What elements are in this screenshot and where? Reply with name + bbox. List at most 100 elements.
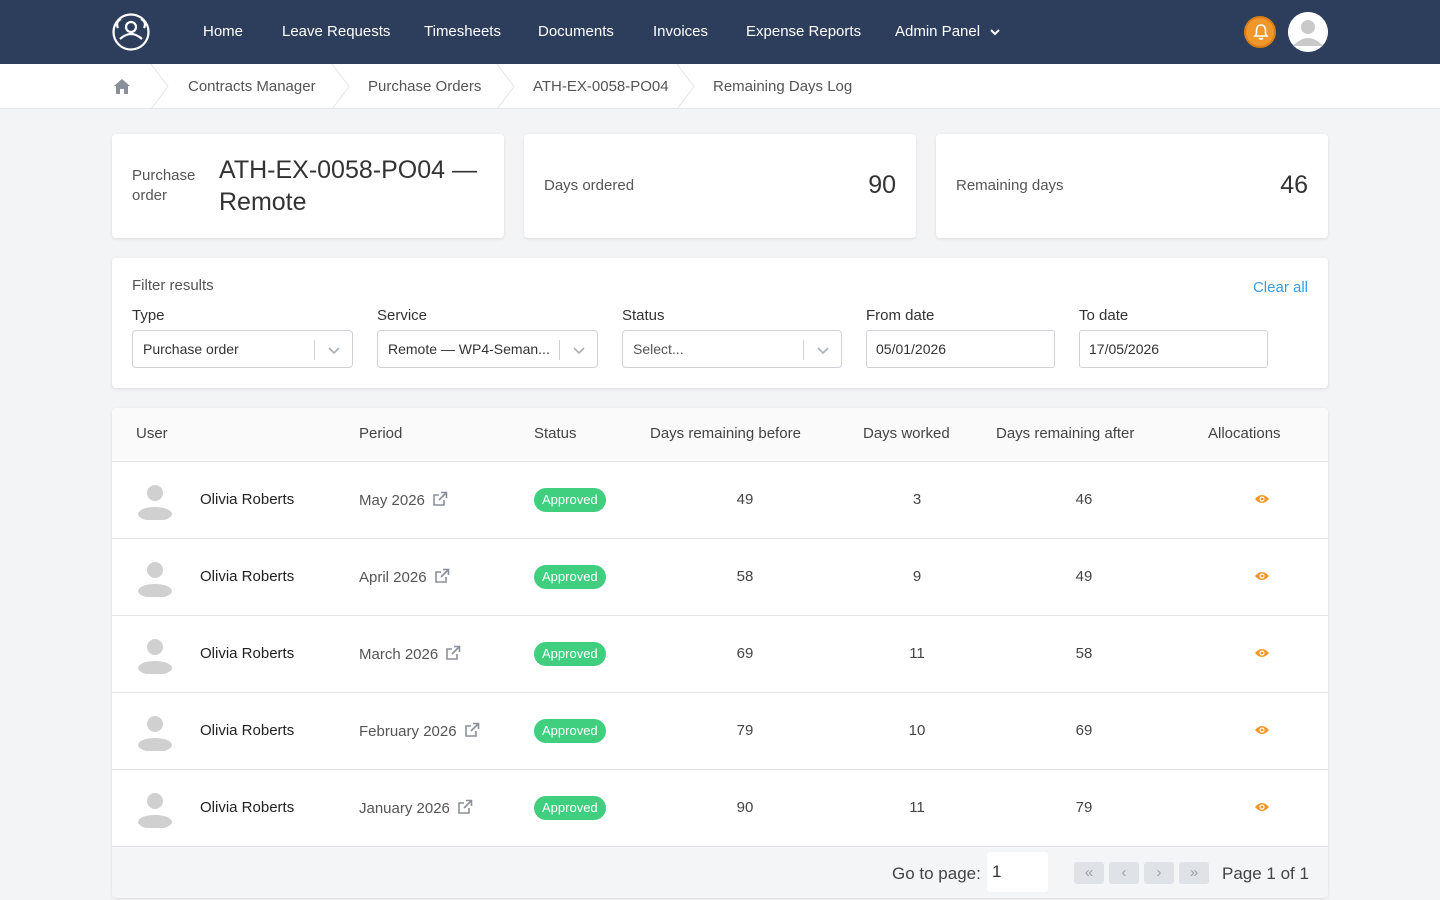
nav-expense-reports[interactable]: Expense Reports xyxy=(746,23,862,40)
period-cell: May 2026 xyxy=(359,491,448,509)
eye-icon[interactable] xyxy=(1254,647,1270,659)
first-page-button[interactable]: « xyxy=(1074,862,1104,884)
eye-icon[interactable] xyxy=(1254,724,1270,736)
type-select-value: Purchase order xyxy=(143,341,239,357)
breadcrumb-remaining-days-log: Remaining Days Log xyxy=(713,78,853,95)
table-row[interactable]: Olivia Roberts March 2026 Approved 69 11… xyxy=(112,615,1328,692)
filter-title: Filter results xyxy=(132,277,214,294)
type-select[interactable]: Purchase order xyxy=(132,330,353,368)
service-select-value: Remote — WP4-Seman... xyxy=(388,341,550,357)
days-worked: 11 xyxy=(909,799,925,816)
clear-all-link[interactable]: Clear all xyxy=(1252,279,1308,296)
user-avatar-icon xyxy=(138,639,172,674)
nav-documents[interactable]: Documents xyxy=(538,23,614,40)
user-avatar-icon xyxy=(138,485,172,520)
user-name: Olivia Roberts xyxy=(200,645,295,662)
header-allocations: Allocations xyxy=(1208,425,1281,442)
period-cell: January 2026 xyxy=(359,799,473,817)
user-name: Olivia Roberts xyxy=(200,799,295,816)
eye-icon[interactable] xyxy=(1254,493,1270,505)
days-remaining-before: 79 xyxy=(736,722,754,739)
top-navbar: Home Leave Requests Timesheets Documents… xyxy=(0,0,1440,64)
from-date-label: From date xyxy=(866,307,935,324)
external-link-icon[interactable] xyxy=(432,491,448,507)
external-link-icon[interactable] xyxy=(434,568,450,584)
prev-page-button[interactable]: ‹ xyxy=(1109,862,1139,884)
days-ordered-card: Days ordered 90 xyxy=(524,134,916,238)
days-remaining-before: 69 xyxy=(736,645,754,662)
remaining-days-label: Remaining days xyxy=(956,177,1064,194)
home-icon[interactable] xyxy=(113,78,131,95)
user-avatar[interactable] xyxy=(1288,12,1328,52)
po-title: ATH-EX-0058-PO04 — Remote xyxy=(219,156,477,216)
pagination-bar: Go to page: « ‹ › » Page 1 of 1 xyxy=(112,846,1328,898)
chevron-left-icon: ‹ xyxy=(1121,864,1127,881)
page-info: Page 1 of 1 xyxy=(1222,864,1309,883)
header-user: User xyxy=(136,425,168,442)
status-badge: Approved xyxy=(534,719,606,743)
days-remaining-after: 69 xyxy=(1075,722,1093,739)
nav-admin-panel[interactable]: Admin Panel xyxy=(895,23,981,40)
goto-page-input[interactable] xyxy=(987,852,1048,892)
breadcrumb-purchase-orders[interactable]: Purchase Orders xyxy=(368,78,482,95)
days-remaining-before: 90 xyxy=(736,799,754,816)
header-days-remaining-after: Days remaining after xyxy=(996,425,1135,442)
chevron-down-icon[interactable] xyxy=(989,26,1001,38)
period-label: March 2026 xyxy=(359,646,439,663)
service-select[interactable]: Remote — WP4-Seman... xyxy=(377,330,598,368)
external-link-icon[interactable] xyxy=(445,645,461,661)
days-remaining-after: 79 xyxy=(1075,799,1093,816)
days-remaining-after: 58 xyxy=(1075,645,1093,662)
service-label: Service xyxy=(377,307,428,324)
table-row[interactable]: Olivia Roberts April 2026 Approved 58 9 … xyxy=(112,538,1328,615)
period-label: May 2026 xyxy=(359,492,425,509)
table-row[interactable]: Olivia Roberts February 2026 Approved 79… xyxy=(112,692,1328,769)
table-row[interactable]: Olivia Roberts January 2026 Approved 90 … xyxy=(112,769,1328,846)
status-select[interactable]: Select... xyxy=(622,330,842,368)
external-link-icon[interactable] xyxy=(457,799,473,815)
next-page-button[interactable]: › xyxy=(1144,862,1174,884)
status-badge: Approved xyxy=(534,796,606,820)
chevron-down-icon xyxy=(573,347,585,355)
header-days-worked: Days worked xyxy=(863,425,950,442)
breadcrumb-separator xyxy=(331,64,350,109)
days-remaining-before: 49 xyxy=(736,491,754,508)
period-label: January 2026 xyxy=(359,800,450,817)
eye-icon[interactable] xyxy=(1254,801,1270,813)
bell-icon xyxy=(1253,24,1269,40)
table-row[interactable]: Olivia Roberts May 2026 Approved 49 3 46 xyxy=(112,461,1328,538)
nav-leave-requests[interactable]: Leave Requests xyxy=(282,23,391,40)
nav-home[interactable]: Home xyxy=(203,23,244,40)
days-worked: 3 xyxy=(912,491,922,508)
nav-invoices[interactable]: Invoices xyxy=(653,23,709,40)
days-ordered-label: Days ordered xyxy=(544,177,635,194)
nav-timesheets[interactable]: Timesheets xyxy=(424,23,501,40)
eye-icon[interactable] xyxy=(1254,570,1270,582)
breadcrumb-separator xyxy=(496,64,515,109)
remaining-days-table: User Period Status Days remaining before… xyxy=(112,408,1328,898)
goto-page-label: Go to page: xyxy=(892,864,981,883)
user-circle-logo-icon[interactable] xyxy=(111,12,151,52)
days-remaining-after: 46 xyxy=(1075,491,1093,508)
external-link-icon[interactable] xyxy=(464,722,480,738)
period-label: April 2026 xyxy=(359,569,427,586)
breadcrumb: Contracts Manager Purchase Orders ATH-EX… xyxy=(0,64,1440,109)
chevron-down-icon xyxy=(328,347,340,355)
to-date-label: To date xyxy=(1079,307,1129,324)
chevron-right-icon: › xyxy=(1156,864,1162,881)
from-date-input[interactable] xyxy=(866,330,1055,368)
days-remaining-before: 58 xyxy=(736,568,754,585)
double-chevron-right-icon: » xyxy=(1189,864,1199,881)
days-remaining-after: 49 xyxy=(1075,568,1093,585)
notifications-button[interactable] xyxy=(1244,16,1276,48)
days-worked: 11 xyxy=(909,645,925,662)
to-date-input[interactable] xyxy=(1079,330,1268,368)
user-avatar-icon xyxy=(1288,12,1328,52)
breadcrumb-po-number[interactable]: ATH-EX-0058-PO04 xyxy=(533,78,669,95)
breadcrumb-contracts-manager[interactable]: Contracts Manager xyxy=(188,78,316,95)
filter-panel: Filter results Clear all Type Purchase o… xyxy=(112,258,1328,388)
chevron-down-icon xyxy=(817,347,829,355)
header-status: Status xyxy=(534,425,577,442)
last-page-button[interactable]: » xyxy=(1179,862,1209,884)
po-summary-card: Purchase order ATH-EX-0058-PO04 — Remote xyxy=(112,134,504,238)
